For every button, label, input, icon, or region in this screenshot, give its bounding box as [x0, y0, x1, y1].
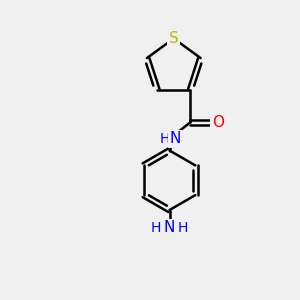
Text: N: N: [164, 220, 175, 235]
Text: O: O: [212, 115, 224, 130]
Text: H: H: [151, 221, 161, 235]
Text: H: H: [178, 221, 188, 235]
Text: H: H: [159, 132, 170, 146]
Text: N: N: [169, 131, 181, 146]
Text: S: S: [169, 31, 179, 46]
